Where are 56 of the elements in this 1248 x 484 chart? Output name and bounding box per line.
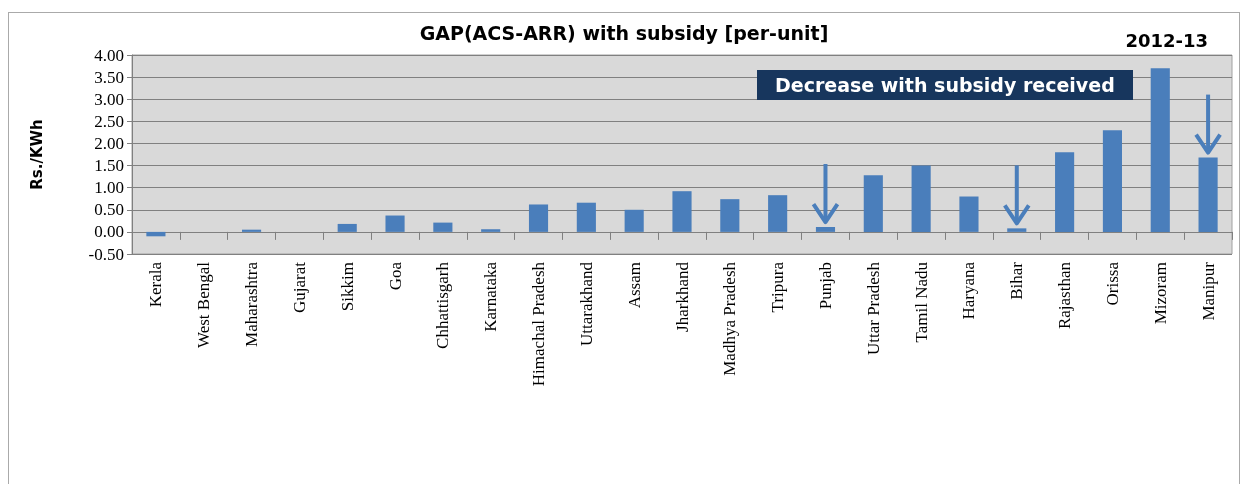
x-tick-label: Haryana	[959, 261, 979, 320]
x-tick-label: Uttar Pradesh	[863, 261, 883, 356]
bar	[624, 209, 644, 232]
x-tick-label: Punjab	[815, 262, 835, 310]
bar	[1055, 152, 1075, 232]
y-tick-label: 4.00	[94, 45, 124, 65]
x-tick-label: West Bengal	[194, 261, 214, 348]
bar	[911, 165, 931, 232]
y-tick-label: 2.50	[94, 111, 124, 131]
bar	[720, 199, 740, 232]
y-tick-label: 2.00	[94, 133, 124, 153]
x-tick-label: Tripura	[768, 261, 788, 313]
y-tick-label: 3.00	[94, 89, 124, 109]
bar	[768, 195, 788, 232]
y-tick-label: 3.50	[94, 67, 124, 87]
y-tick-label: 1.00	[94, 178, 124, 198]
y-axis-title: Rs./KWh	[27, 119, 46, 190]
bar	[433, 222, 453, 232]
x-tick-label: Madhya Pradesh	[720, 261, 740, 376]
bar	[242, 229, 262, 232]
bar	[481, 229, 501, 232]
x-tick-label: Orissa	[1102, 261, 1122, 306]
x-tick-label: Assam	[624, 262, 644, 309]
x-tick-label: Uttarakhand	[576, 261, 596, 347]
x-tick-label: Rajasthan	[1055, 261, 1075, 330]
x-tick-label: Tamil Nadu	[911, 261, 931, 343]
bar	[1150, 68, 1170, 232]
x-tick-label: Gujarat	[289, 261, 309, 313]
x-tick-label: Mizoram	[1150, 262, 1170, 325]
x-tick-label: Karnataka	[481, 261, 501, 332]
y-tick-label: 1.50	[94, 156, 124, 176]
bar	[1007, 228, 1027, 232]
bar	[385, 215, 405, 232]
chart-title: GAP(ACS-ARR) with subsidy [per-unit]	[419, 21, 829, 44]
y-tick-label: 0.00	[94, 222, 124, 242]
bar	[672, 191, 692, 232]
x-tick-label: Himachal Pradesh	[529, 261, 549, 387]
annotation: Decrease with subsidy received	[757, 70, 1133, 100]
x-tick-label: Bihar	[1007, 261, 1027, 300]
bar	[815, 227, 836, 232]
bar	[1102, 130, 1122, 232]
y-tick-label: -0.50	[88, 244, 124, 264]
bar	[863, 175, 883, 232]
bar	[959, 196, 979, 232]
x-tick-label: Manipur	[1198, 261, 1218, 321]
bar	[337, 223, 357, 232]
x-tick-label: Jharkhand	[672, 261, 692, 332]
x-tick-label: Chhattisgarh	[433, 261, 453, 349]
text: 2012-13	[1125, 30, 1208, 51]
y-tick-label: 0.50	[94, 200, 124, 220]
x-tick-label: Maharashtra	[242, 261, 262, 347]
x-tick-label: Kerala	[146, 261, 166, 308]
bar	[576, 202, 596, 232]
x-tick-label: Sikkim	[337, 262, 357, 312]
bar	[528, 204, 549, 232]
x-tick-label: Goa	[385, 261, 405, 291]
